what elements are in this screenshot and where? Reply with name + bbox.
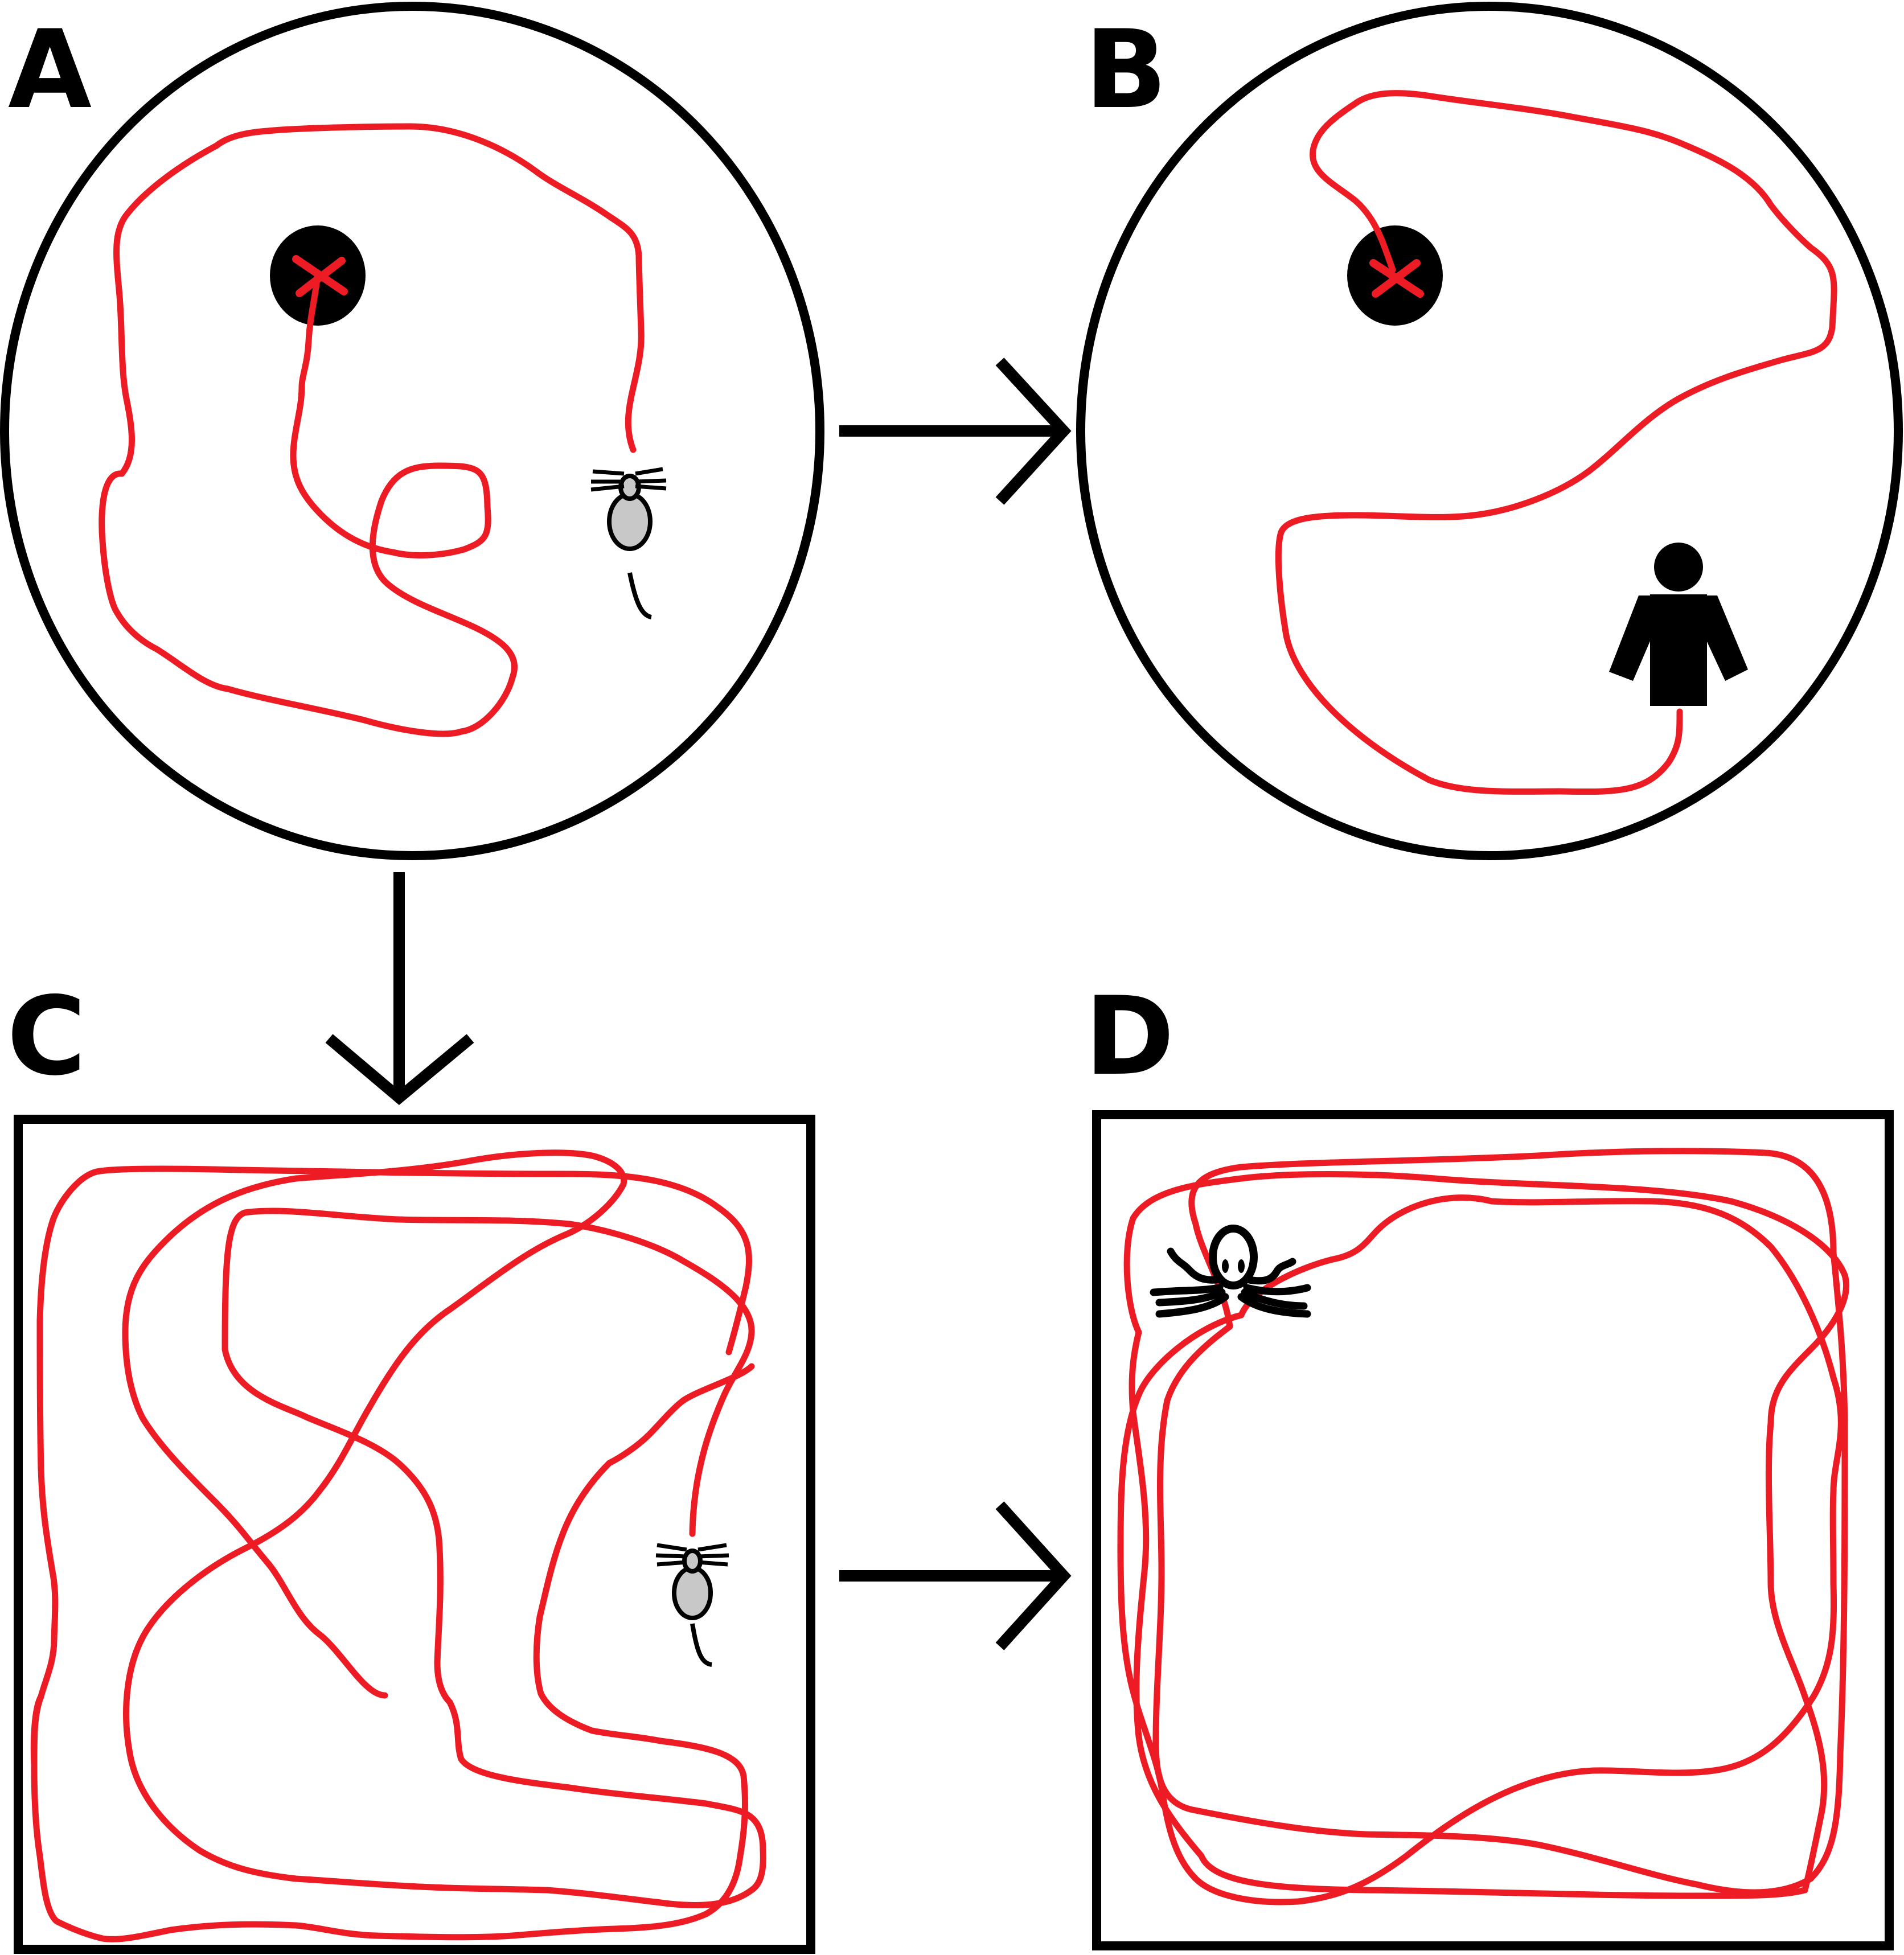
panel-c-label: C <box>7 974 86 1099</box>
arrow-down-icon <box>325 872 474 1106</box>
panel-a-arena-circle <box>0 2 824 860</box>
panel-b-swim-path <box>1275 90 1837 795</box>
panel-d-label: D <box>1085 974 1175 1099</box>
panel-a-swim-path <box>99 123 645 737</box>
panel-d-swim-path-loop <box>1123 1171 1850 1899</box>
panel-d: D <box>1085 974 1894 1950</box>
panel-a-label: A <box>8 7 92 133</box>
panel-d-swim-path-outer <box>1152 1148 1848 1896</box>
panel-c-swim-path <box>122 1149 766 1909</box>
panel-b-target-x-icon <box>1369 259 1424 298</box>
panel-b-human-icon <box>1609 543 1748 706</box>
panel-a-target-x-icon <box>292 255 348 297</box>
panel-c-swim-path-tail <box>30 1693 44 1768</box>
panel-c-swim-path-secondary <box>31 1165 755 1942</box>
panel-b: B <box>1076 2 1903 860</box>
panel-b-label: B <box>1085 7 1167 133</box>
panel-c-arena-square <box>14 1115 815 1954</box>
panel-c-mouse-icon <box>655 1543 729 1667</box>
arrow-right-icon-lower <box>839 1501 1072 1650</box>
panel-c: C <box>7 974 815 1954</box>
panel-a-mouse-icon <box>590 467 667 619</box>
panel-d-octopus-icon <box>1150 1225 1311 1318</box>
panel-d-swim-path <box>1117 1194 1844 1905</box>
panel-d-arena-square <box>1092 1110 1894 1950</box>
arrow-right-icon <box>839 358 1072 505</box>
panel-b-arena-circle <box>1076 2 1903 860</box>
panel-a: A <box>0 2 824 860</box>
